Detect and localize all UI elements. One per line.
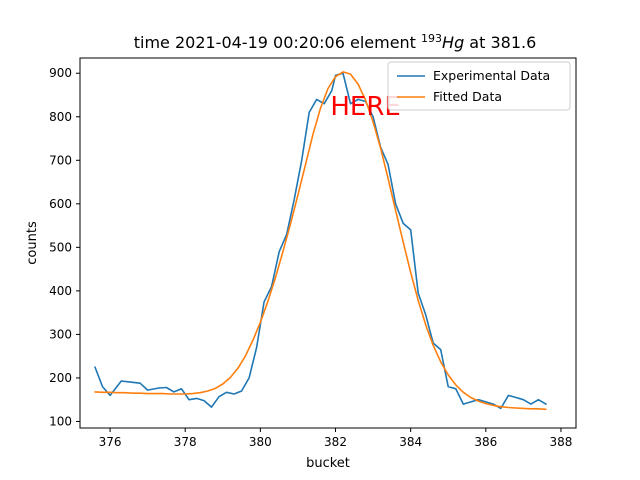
series-line-experimental	[94, 72, 547, 410]
y-tick-label: 300	[49, 327, 72, 341]
plot-frame	[79, 57, 577, 429]
chart-title: time 2021-04-19 00:20:06 element 193Hg a…	[134, 32, 537, 52]
x-tick-label: 376	[99, 435, 122, 449]
x-tick-label: 388	[550, 435, 573, 449]
legend-frame	[387, 61, 571, 111]
x-tick-label: 386	[474, 435, 497, 449]
y-axis-label: counts	[25, 221, 40, 265]
x-tick-label: 378	[174, 435, 197, 449]
y-tick-label: 700	[49, 153, 72, 167]
x-tick-label: 380	[249, 435, 272, 449]
y-tick-label: 100	[49, 414, 72, 428]
series-line-fitted	[94, 71, 547, 411]
y-tick-label: 800	[49, 110, 72, 124]
y-tick-label: 600	[49, 197, 72, 211]
y-axis: 100 200 300 400 500 600 700 800 900	[49, 66, 80, 428]
x-axis-label: bucket	[306, 456, 350, 471]
x-tick-label: 382	[324, 435, 347, 449]
y-tick-label: 500	[49, 240, 72, 254]
plot-area: HERE	[79, 57, 577, 429]
y-tick-label: 900	[49, 66, 72, 80]
x-axis: 376 378 380 382 384 386 388	[99, 428, 573, 449]
legend: Experimental Data Fitted Data	[387, 61, 571, 111]
legend-label-experimental: Experimental Data	[433, 68, 550, 83]
y-tick-label: 200	[49, 371, 72, 385]
x-tick-label: 384	[399, 435, 422, 449]
legend-label-fitted: Fitted Data	[433, 89, 502, 104]
y-tick-label: 400	[49, 284, 72, 298]
series-layer	[94, 71, 547, 411]
